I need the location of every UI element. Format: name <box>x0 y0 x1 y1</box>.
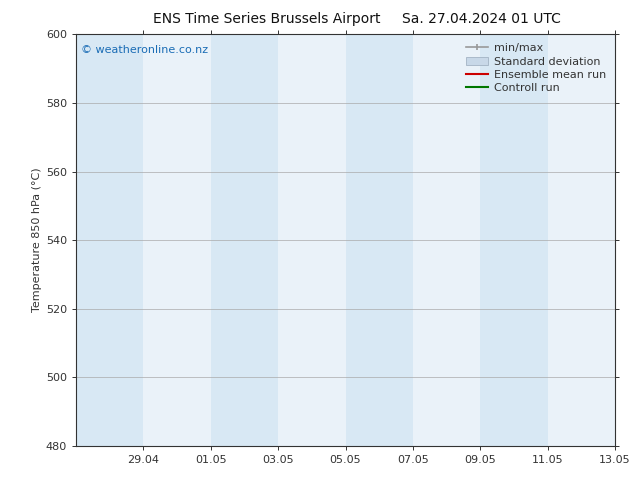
Bar <box>548 34 615 446</box>
Bar <box>76 34 143 446</box>
Y-axis label: Temperature 850 hPa (°C): Temperature 850 hPa (°C) <box>32 168 42 313</box>
Bar <box>210 34 278 446</box>
Bar <box>143 34 210 446</box>
Bar <box>346 34 413 446</box>
Text: © weatheronline.co.nz: © weatheronline.co.nz <box>81 45 209 54</box>
Legend: min/max, Standard deviation, Ensemble mean run, Controll run: min/max, Standard deviation, Ensemble me… <box>463 40 609 97</box>
Text: ENS Time Series Brussels Airport: ENS Time Series Brussels Airport <box>153 12 380 26</box>
Bar <box>413 34 481 446</box>
Bar <box>278 34 346 446</box>
Bar <box>480 34 548 446</box>
Text: Sa. 27.04.2024 01 UTC: Sa. 27.04.2024 01 UTC <box>403 12 561 26</box>
